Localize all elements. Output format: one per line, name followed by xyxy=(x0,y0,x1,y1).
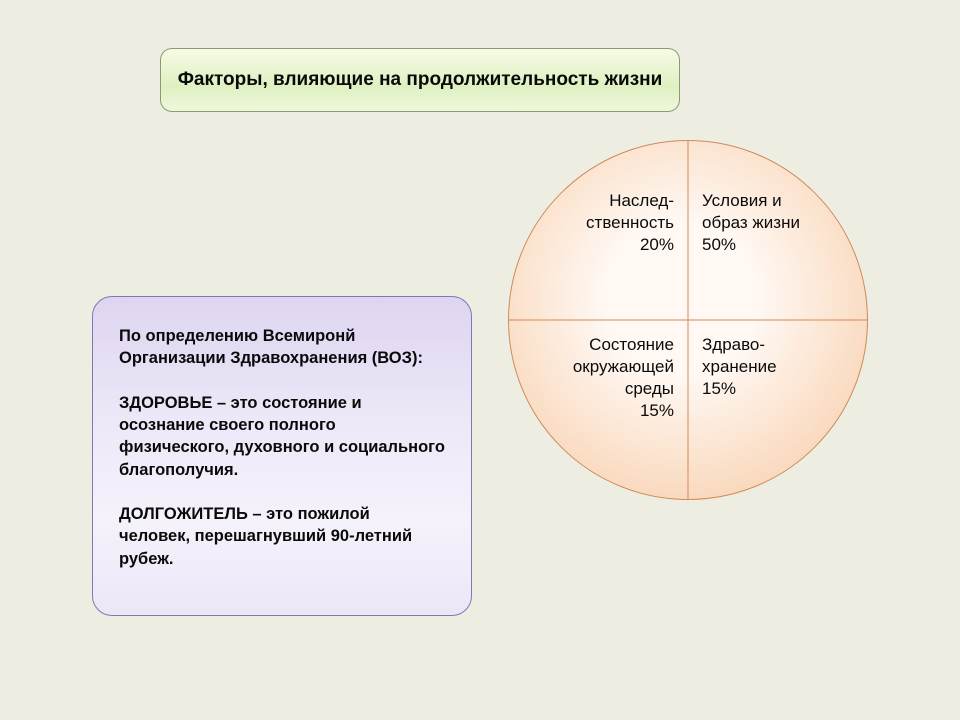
quadrant-label: Состояние окружающей среды 15% xyxy=(573,334,674,422)
quadrant-label: Условия и образ жизни 50% xyxy=(702,190,800,256)
quadrant-label: Здраво- хранение 15% xyxy=(702,334,777,400)
pie-quadrant-environment: Состояние окружающей среды 15% xyxy=(508,320,688,500)
pie-quadrant-heredity: Наслед- ственность 20% xyxy=(508,140,688,320)
pie-quadrant-healthcare: Здраво- хранение 15% xyxy=(688,320,868,500)
factors-pie: Наслед- ственность 20% Условия и образ ж… xyxy=(508,140,868,500)
definition-box: По определению Всемиронй Организации Здр… xyxy=(92,296,472,616)
pie-quadrant-lifestyle: Условия и образ жизни 50% xyxy=(688,140,868,320)
page-title: Факторы, влияющие на продолжительность ж… xyxy=(178,68,663,92)
quadrant-label: Наслед- ственность 20% xyxy=(586,190,674,256)
title-box: Факторы, влияющие на продолжительность ж… xyxy=(160,48,680,112)
definition-text: По определению Всемиронй Организации Здр… xyxy=(119,325,445,570)
